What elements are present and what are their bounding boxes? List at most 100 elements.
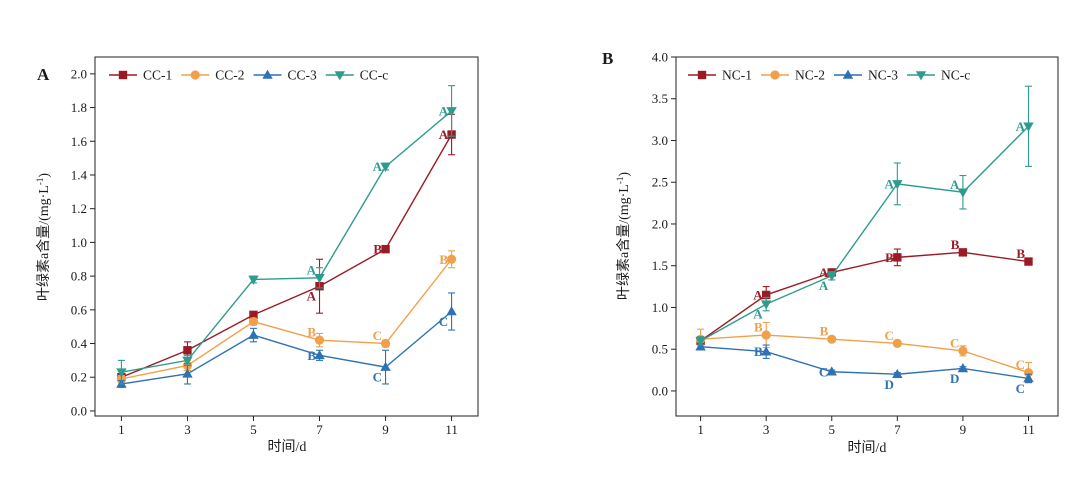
cc-1-marker-x3 bbox=[183, 346, 192, 355]
panel-b-y-tick-label: 3.0 bbox=[652, 133, 668, 148]
series-cc-c bbox=[116, 85, 457, 385]
legend-label-nc-1: NC-1 bbox=[722, 68, 752, 83]
panel-b-y-tick-label: 3.5 bbox=[652, 91, 668, 106]
legend-item-nc-1: NC-1 bbox=[688, 68, 752, 83]
panel-b-y-axis-label: 叶绿素a含量/(mg·L-1) bbox=[615, 172, 632, 300]
panel-a-label: A bbox=[37, 65, 50, 84]
annotation-nc-1-x11: B bbox=[1016, 246, 1025, 261]
panel-a-legend: CC-1 CC-2 CC-3 CC-c bbox=[109, 68, 388, 83]
panel-a-x-tick-label: 3 bbox=[184, 422, 191, 437]
cc-2-marker-x7 bbox=[314, 335, 325, 345]
panel-a-y-tick-label: 1.8 bbox=[71, 100, 87, 115]
legend-item-cc-c: CC-c bbox=[325, 68, 388, 83]
annotation-nc-3-x3: B bbox=[754, 344, 763, 359]
cc-2-marker-x5 bbox=[248, 317, 259, 327]
panel-a-y-tick-label: 0.4 bbox=[71, 336, 88, 351]
nc-2-marker-x9 bbox=[958, 346, 968, 356]
panel-b-plot-frame bbox=[675, 56, 1059, 417]
legend-label-nc-2: NC-2 bbox=[795, 68, 825, 83]
nc-c-marker-x1 bbox=[695, 337, 706, 347]
annotation-nc-1-x7: B bbox=[885, 250, 894, 265]
cc-3-marker-x3 bbox=[182, 368, 193, 378]
annotation-nc-2-x9: C bbox=[950, 335, 959, 350]
annotation-cc-c-x7: A bbox=[307, 262, 317, 277]
legend-item-cc-2: CC-2 bbox=[181, 68, 245, 83]
annotation-cc-2-x9: C bbox=[373, 328, 382, 343]
cc-c-marker-x1 bbox=[116, 368, 127, 378]
nc-c-marker-x7 bbox=[892, 180, 903, 190]
panel-a-chart: A 时间/d 叶绿素a含量/(mg·L-1) 1 3 5 7 9 11 0.0 0.2 0.4 0… bbox=[35, 56, 479, 455]
nc-3-marker-x11 bbox=[1023, 373, 1034, 383]
cc-1-line bbox=[121, 134, 453, 378]
panel-b-x-tick-label: 5 bbox=[829, 422, 836, 437]
annotation-nc-2-x3: B bbox=[754, 320, 763, 335]
panel-b-x-tick-label: 9 bbox=[960, 422, 967, 437]
annotation-cc-c-x9: A bbox=[373, 159, 383, 174]
legend-marker-nc-3 bbox=[842, 69, 854, 79]
annotation-nc-c-x5: A bbox=[819, 278, 829, 293]
cc-3-line bbox=[121, 310, 453, 385]
panel-b-x-tick-label: 1 bbox=[697, 422, 704, 437]
annotation-nc-2-x5: B bbox=[820, 324, 829, 339]
nc-2-line bbox=[700, 334, 1029, 374]
annotation-nc-2-x7: C bbox=[884, 328, 893, 343]
legend-marker-cc-1 bbox=[118, 70, 128, 80]
cc-1-marker-x9 bbox=[381, 244, 390, 254]
legend-marker-nc-1 bbox=[697, 70, 707, 80]
panel-a-y-axis-label-main: 叶绿素a含量/(mg·L bbox=[36, 185, 52, 301]
cc-c-marker-x3 bbox=[182, 356, 193, 366]
panel-b-y-tick-label: 0.0 bbox=[652, 383, 668, 398]
annotation-nc-1-x5: A bbox=[819, 265, 829, 280]
cc-c-marker-x11 bbox=[446, 107, 457, 117]
annotation-cc-3-x11: C bbox=[439, 314, 448, 329]
annotation-cc-2-x11: B bbox=[439, 252, 448, 267]
legend-item-nc-2: NC-2 bbox=[761, 68, 825, 83]
legend-label-cc-1: CC-1 bbox=[143, 68, 172, 83]
nc-1-marker-x3 bbox=[761, 290, 771, 300]
panel-a-y-tick-label: 1.6 bbox=[71, 134, 88, 149]
panel-b-y-tick-label: 0.5 bbox=[652, 342, 668, 357]
nc-c-marker-x5 bbox=[826, 271, 837, 282]
panel-b-y-tick-label: 2.5 bbox=[652, 175, 668, 190]
panel-a-y-tick-label: 0.6 bbox=[71, 302, 88, 317]
nc-1-line bbox=[700, 251, 1029, 342]
panel-b-x-tick-label: 11 bbox=[1022, 422, 1035, 437]
legend-item-nc-3: NC-3 bbox=[834, 68, 898, 83]
legend-marker-cc-c bbox=[334, 71, 345, 81]
annotation-cc-1-x9: B bbox=[373, 242, 382, 257]
panel-b-y-tick-label: 2.0 bbox=[652, 216, 668, 231]
annotation-nc-3-x5: C bbox=[819, 364, 828, 379]
annotation-nc-3-x7: D bbox=[884, 377, 893, 392]
panel-a-y-tick-label: 1.2 bbox=[71, 201, 87, 216]
legend-label-nc-c: NC-c bbox=[941, 68, 970, 83]
nc-3-marker-x9 bbox=[957, 363, 969, 373]
cc-2-line bbox=[121, 258, 453, 380]
panel-a-x-tick-label: 11 bbox=[445, 422, 458, 437]
panel-b-y-tick-label: 1.5 bbox=[652, 258, 668, 273]
panel-b-legend: NC-1 NC-2 NC-3 NC-c bbox=[688, 68, 970, 83]
nc-2-marker-x11 bbox=[1023, 367, 1034, 378]
cc-2-marker-x9 bbox=[380, 338, 391, 349]
panel-a-x-tick-label: 1 bbox=[118, 422, 125, 437]
nc-1-marker-x9 bbox=[958, 248, 968, 257]
legend-label-cc-3: CC-3 bbox=[288, 68, 318, 83]
legend-marker-cc-3 bbox=[262, 69, 273, 79]
nc-2-marker-x3 bbox=[761, 330, 771, 340]
annotation-nc-1-x3: A bbox=[753, 287, 763, 302]
panel-a-y-tick-label: 0.8 bbox=[71, 269, 87, 284]
panel-b-label: B bbox=[602, 49, 613, 68]
series-nc-2 bbox=[695, 321, 1034, 384]
panel-a-x-tick-label: 7 bbox=[316, 422, 323, 437]
nc-c-marker-x3 bbox=[760, 300, 772, 310]
legend-marker-nc-c bbox=[915, 71, 927, 81]
nc-3-marker-x3 bbox=[760, 346, 772, 356]
annotation-nc-c-x3: A bbox=[753, 307, 763, 322]
panel-b-y-axis-label-superscript: -1 bbox=[615, 177, 625, 185]
nc-1-marker-x11 bbox=[1024, 257, 1033, 266]
annotation-cc-2-x7: B bbox=[307, 325, 316, 340]
cc-1-marker-x5 bbox=[249, 310, 258, 320]
cc-3-marker-x11 bbox=[446, 306, 457, 316]
legend-item-nc-c: NC-c bbox=[907, 68, 970, 83]
